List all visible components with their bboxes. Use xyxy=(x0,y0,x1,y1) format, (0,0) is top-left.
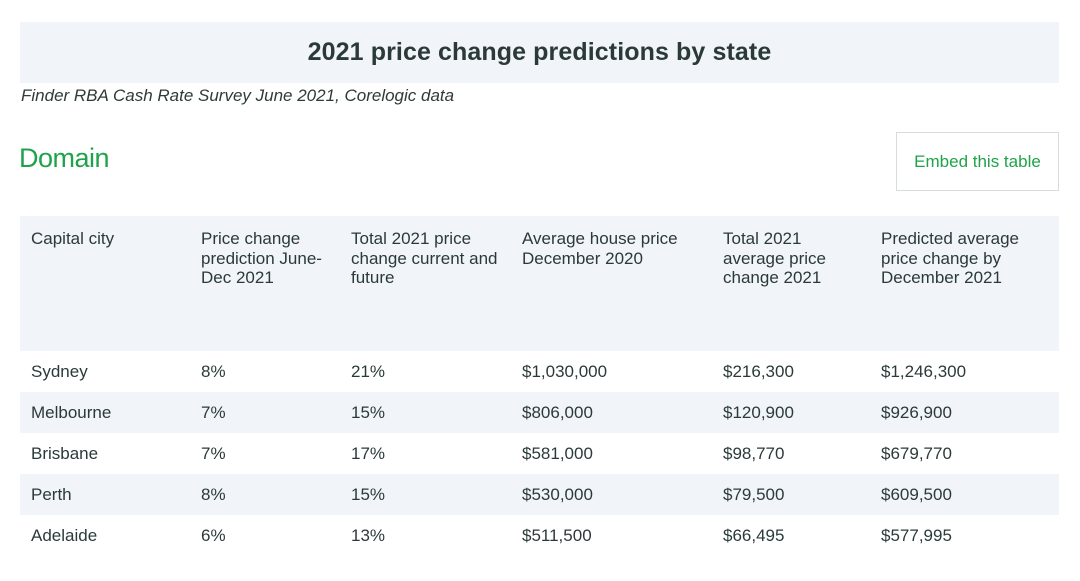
source-subtitle: Finder RBA Cash Rate Survey June 2021, C… xyxy=(21,86,455,105)
column-header-total-average-change: Total 2021 average price change 2021 xyxy=(712,216,870,351)
column-header-capital-city: Capital city xyxy=(20,216,190,351)
cell-total-average-change: $120,900 xyxy=(712,392,870,433)
cell-total-price-change: 13% xyxy=(351,525,386,545)
cell-total-price-change: 17% xyxy=(351,443,386,463)
column-header-price-change-prediction: Price change prediction June-Dec 2021 xyxy=(190,216,340,351)
cell-price-change-prediction: 7% xyxy=(201,443,226,463)
cell-predicted-average: $926,900 xyxy=(870,392,1059,433)
embed-table-button[interactable]: Embed this table xyxy=(896,132,1059,191)
cell-average-house-price: $806,000 xyxy=(511,392,712,433)
cell-capital-city: Sydney xyxy=(31,361,88,381)
cell-average-house-price: $530,000 xyxy=(511,474,712,515)
cell-predicted-average: $577,995 xyxy=(881,525,952,545)
cell-total-average-change: $216,300 xyxy=(723,361,794,381)
cell-average-house-price: $1,030,000 xyxy=(522,361,608,381)
column-header-total-price-change: Total 2021 price change current and futu… xyxy=(340,216,511,351)
cell-total-price-change: 15% xyxy=(340,474,511,515)
table-row: Adelaide 6% 13% $511,500 $66,495 $577,99… xyxy=(20,515,1059,556)
table-row: Sydney 8% 21% $1,030,000 $216,300 $1,246… xyxy=(20,351,1059,392)
title-bar: 2021 price change predictions by state xyxy=(20,22,1059,83)
cell-capital-city: Perth xyxy=(20,474,190,515)
cell-capital-city: Brisbane xyxy=(31,443,99,463)
cell-price-change-prediction: 8% xyxy=(190,474,340,515)
cell-total-average-change: $66,495 xyxy=(723,525,785,545)
column-header-average-house-price: Average house price December 2020 xyxy=(511,216,712,351)
table-row: Perth 8% 15% $530,000 $79,500 $609,500 xyxy=(20,474,1059,515)
cell-predicted-average: $679,770 xyxy=(881,443,952,463)
cell-capital-city: Melbourne xyxy=(20,392,190,433)
price-predictions-table: Capital city Price change prediction Jun… xyxy=(20,216,1059,556)
cell-total-price-change: 21% xyxy=(351,361,386,381)
table-header-row: Capital city Price change prediction Jun… xyxy=(20,216,1059,351)
table-row: Melbourne 7% 15% $806,000 $120,900 $926,… xyxy=(20,392,1059,433)
table-row: Brisbane 7% 17% $581,000 $98,770 $679,77… xyxy=(20,433,1059,474)
cell-capital-city: Adelaide xyxy=(31,525,98,545)
cell-total-average-change: $98,770 xyxy=(723,443,785,463)
cell-total-price-change: 15% xyxy=(340,392,511,433)
cell-total-average-change: $79,500 xyxy=(712,474,870,515)
column-header-predicted-average: Predicted average price change by Decemb… xyxy=(870,216,1059,351)
cell-average-house-price: $581,000 xyxy=(522,443,593,463)
page-title: 2021 price change predictions by state xyxy=(307,38,772,66)
cell-price-change-prediction: 6% xyxy=(201,525,226,545)
cell-predicted-average: $609,500 xyxy=(870,474,1059,515)
domain-logo: Domain xyxy=(19,143,110,173)
cell-price-change-prediction: 8% xyxy=(201,361,226,381)
cell-average-house-price: $511,500 xyxy=(522,525,592,545)
cell-predicted-average: $1,246,300 xyxy=(881,361,967,381)
cell-price-change-prediction: 7% xyxy=(190,392,340,433)
